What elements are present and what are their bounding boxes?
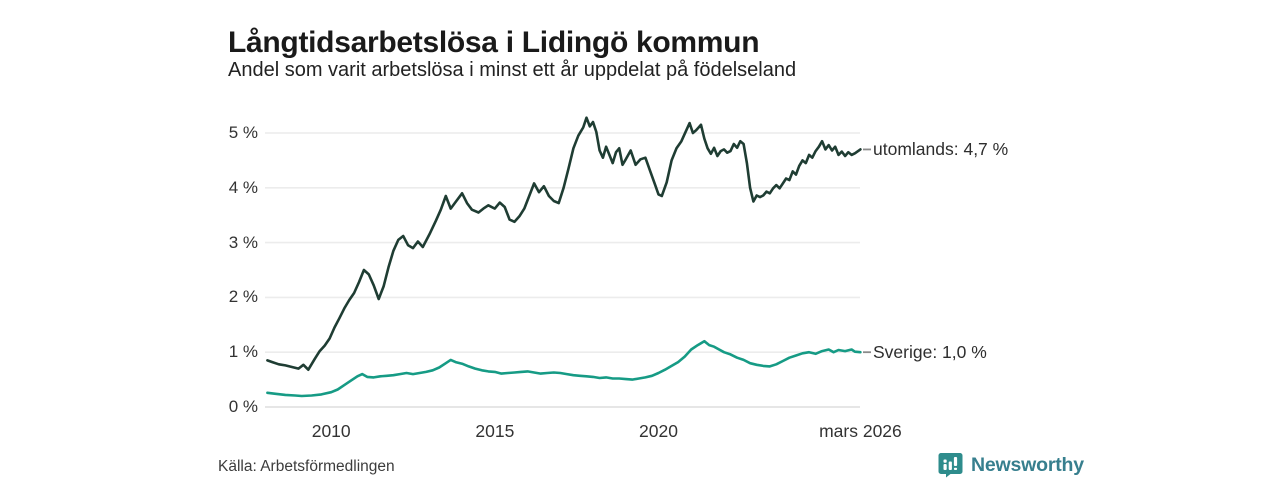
series-line-utomlands [266,116,862,372]
y-axis-tick-label: 5 % [228,123,258,142]
newsworthy-branding: Newsworthy [938,452,1084,478]
y-axis-tick-label: 4 % [228,177,258,197]
source-credit: Källa: Arbetsförmedlingen [218,458,395,475]
y-axis-tick-label: 1 % [228,342,258,362]
x-axis-tick-label: 2010 [311,421,351,441]
series-end-label-Sverige: Sverige: 1,0 % [873,341,987,362]
chart-subtitle: Andel som varit arbetslösa i minst ett å… [228,59,797,81]
series-end-label-utomlands: utomlands: 4,7 % [873,138,1009,159]
y-axis-tick-label: 3 % [228,232,258,252]
x-axis-tick-label: mars 2026 [819,421,902,441]
series-line-Sverige [266,339,862,398]
newsworthy-wordmark: Newsworthy [971,453,1084,476]
y-axis-tick-label: 2 % [228,287,258,307]
y-axis-tick-label: 0 % [228,397,258,416]
newsworthy-logo-icon [938,452,963,478]
x-axis-tick-label: 2020 [639,421,678,441]
x-axis-tick-label: 2015 [475,421,515,441]
page-title: Långtidsarbetslösa i Lidingö kommun [228,26,760,60]
